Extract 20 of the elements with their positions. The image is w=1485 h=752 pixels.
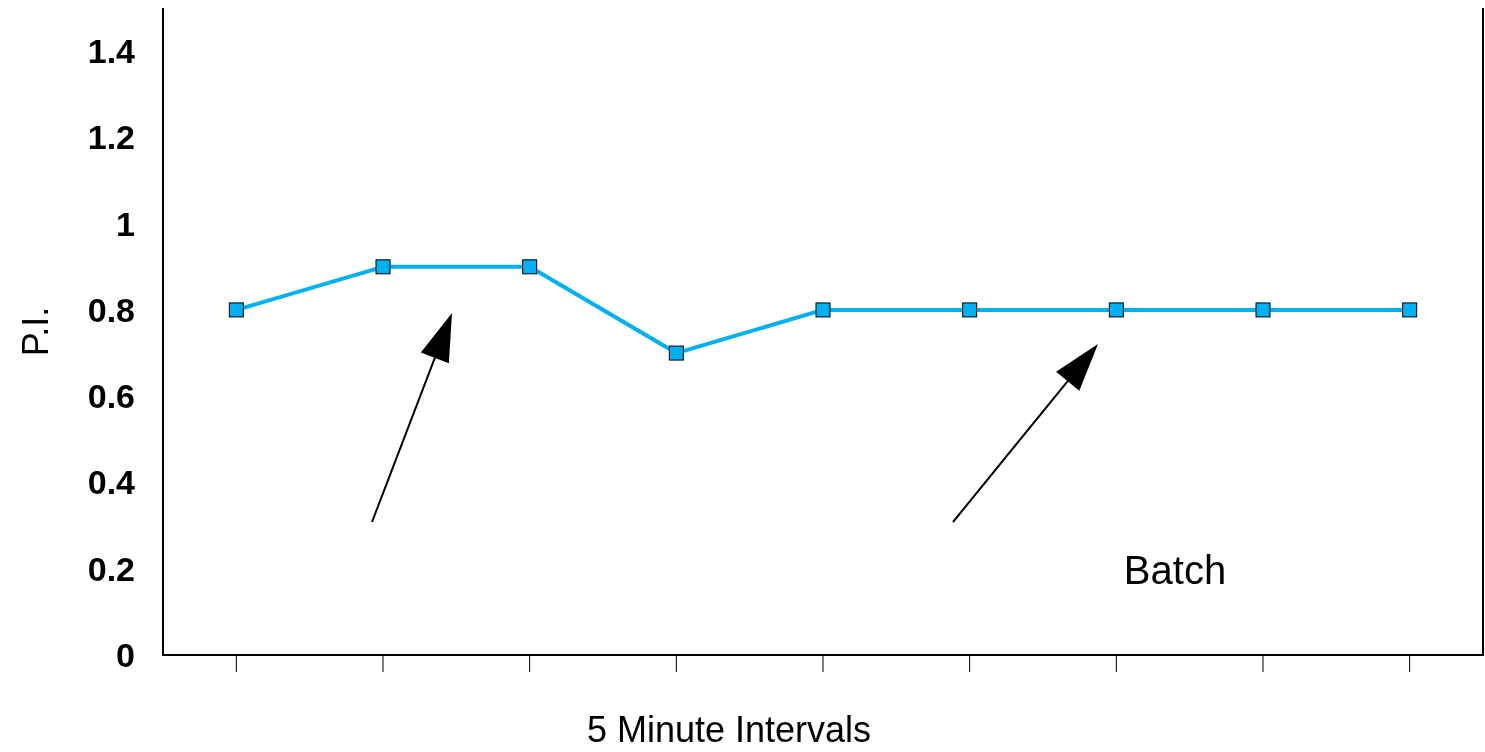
y-tick-label: 0.4 xyxy=(87,463,136,502)
y-tick-label: 1.4 xyxy=(87,32,136,71)
point xyxy=(1255,302,1271,318)
point xyxy=(1402,302,1418,318)
y-tick-label: 1.2 xyxy=(87,118,135,157)
x-axis-title: 5 Minute Intervals xyxy=(586,709,872,750)
point xyxy=(375,259,391,275)
y-axis-title: P.I. xyxy=(15,306,56,357)
point xyxy=(815,302,831,318)
point xyxy=(522,259,538,275)
point xyxy=(962,302,978,318)
annotation: Batch xyxy=(1123,548,1227,592)
y-tick-label: 0 xyxy=(116,635,135,674)
y-tick-label: 0.6 xyxy=(87,377,135,416)
y-tick-label: 1 xyxy=(116,204,135,243)
point xyxy=(228,302,244,318)
point xyxy=(668,345,684,361)
point xyxy=(1108,302,1124,318)
y-tick-label: 0.2 xyxy=(87,549,135,588)
y-tick-label: 0.8 xyxy=(87,290,135,329)
